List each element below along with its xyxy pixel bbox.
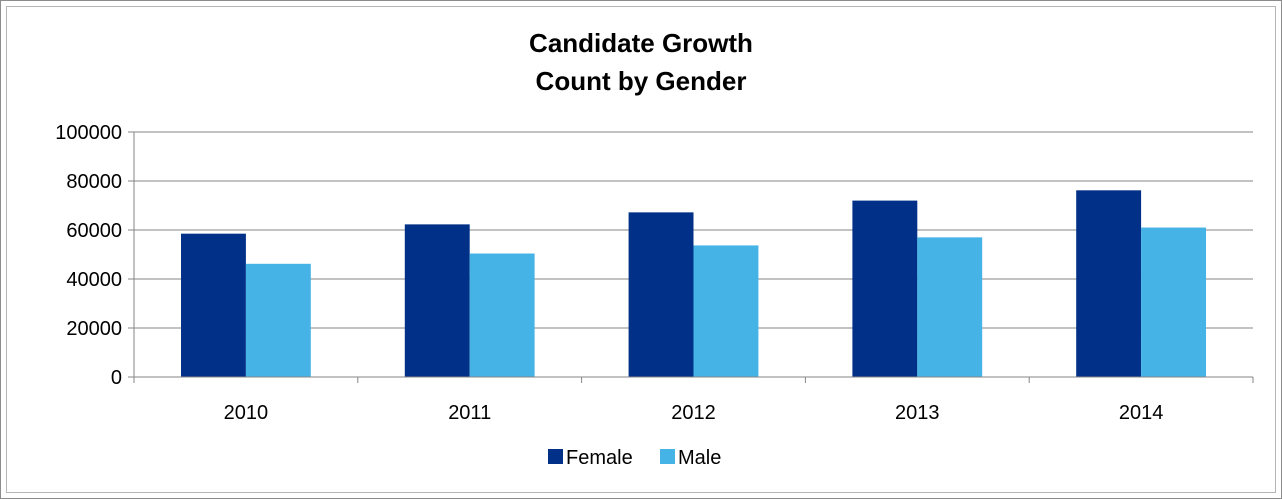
legend-label-female: Female bbox=[566, 447, 633, 469]
bar-female-2013 bbox=[852, 200, 918, 377]
bar-female-2010 bbox=[180, 233, 246, 377]
bar-female-2012 bbox=[628, 212, 694, 377]
bar-male-2014 bbox=[1141, 227, 1207, 377]
x-tick-label: 2012 bbox=[671, 402, 716, 424]
legend-swatch-male bbox=[660, 449, 675, 464]
bar-male-2012 bbox=[693, 245, 759, 377]
bar-male-2013 bbox=[917, 237, 983, 377]
y-tick-label: 80000 bbox=[66, 171, 122, 193]
y-tick-label: 40000 bbox=[66, 269, 122, 291]
chart-title-line-1: Candidate Growth bbox=[529, 28, 753, 58]
y-tick-label: 0 bbox=[111, 367, 122, 389]
bars bbox=[180, 190, 1207, 377]
chart-frame-inner bbox=[6, 6, 1276, 493]
legend-label-male: Male bbox=[678, 447, 721, 469]
y-tick-label: 100000 bbox=[55, 122, 122, 144]
chart-title-line-2: Count by Gender bbox=[536, 66, 747, 96]
x-tick-label: 2014 bbox=[1119, 402, 1164, 424]
bar-male-2011 bbox=[469, 253, 535, 377]
x-tick-label: 2013 bbox=[895, 402, 940, 424]
x-tick-label: 2011 bbox=[448, 402, 491, 424]
x-axis-ticks: 2010 2011 2012 2013 2014 bbox=[133, 377, 1254, 424]
axes bbox=[133, 132, 1253, 378]
bar-female-2011 bbox=[404, 224, 470, 377]
bar-male-2010 bbox=[245, 263, 311, 377]
y-tick-label: 20000 bbox=[66, 318, 122, 340]
bar-female-2014 bbox=[1076, 190, 1142, 377]
legend: Female Male bbox=[548, 447, 721, 469]
y-axis-ticks: 0 20000 40000 60000 80000 100000 bbox=[55, 122, 134, 389]
legend-swatch-female bbox=[548, 449, 563, 464]
y-tick-label: 60000 bbox=[66, 220, 122, 242]
x-tick-label: 2010 bbox=[224, 402, 269, 424]
